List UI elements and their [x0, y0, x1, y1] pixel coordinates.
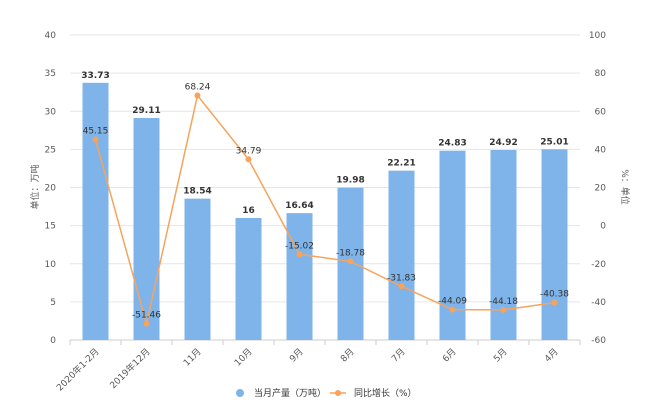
legend-item-line[interactable]: 同比增长（%） — [330, 387, 417, 399]
bar — [235, 218, 262, 340]
left-tick-label: 25 — [45, 145, 56, 155]
x-tick-label: 2020年1-2月 — [54, 346, 102, 394]
x-tick-label: 10月 — [232, 346, 254, 368]
bar — [541, 149, 568, 340]
legend-item-bar[interactable]: 当月产量（万吨） — [236, 387, 326, 399]
bar-value-label: 16.64 — [285, 201, 313, 211]
bar — [133, 118, 160, 340]
line-point — [347, 258, 354, 265]
bar-value-label: 19.98 — [336, 176, 364, 186]
right-tick-label: 80 — [595, 69, 607, 79]
bar-value-label: 24.92 — [489, 138, 517, 148]
right-tick-label: 20 — [595, 184, 607, 194]
x-tick-label: 7月 — [389, 346, 407, 364]
x-tick-label: 11月 — [181, 346, 203, 368]
line-point — [143, 320, 150, 327]
right-tick-label: 100 — [589, 31, 606, 41]
line-value-label: -31.83 — [387, 273, 416, 283]
left-tick-label: 35 — [45, 69, 56, 79]
x-tick-label: 9月 — [287, 346, 305, 364]
line-point — [194, 92, 201, 99]
data-labels: 33.73 29.11 18.54 16 16.64 19.98 22.21 24.83 24.… — [81, 71, 569, 321]
x-tick-label: 2019年12月 — [107, 346, 153, 392]
left-tick-label: 0 — [50, 336, 56, 346]
bar-value-label: 29.11 — [132, 106, 160, 116]
line-value-label: -40.38 — [540, 290, 569, 300]
right-axis-title: %：单位 — [619, 169, 631, 205]
legend-bar-swatch — [236, 389, 244, 397]
line-value-label: 68.24 — [185, 83, 211, 93]
line-point — [245, 156, 252, 163]
legend-bar-label: 当月产量（万吨） — [254, 387, 326, 399]
bar — [286, 213, 313, 340]
line-value-label: -44.18 — [489, 297, 518, 307]
line-point — [296, 251, 303, 258]
line-point — [92, 136, 99, 143]
growth-line — [94, 93, 555, 324]
bar-value-label: 25.01 — [540, 137, 568, 147]
bar — [388, 170, 415, 340]
right-tick-label: 60 — [595, 107, 607, 117]
x-tick-label: 6月 — [440, 346, 458, 364]
left-tick-label: 20 — [45, 184, 57, 194]
left-tick-label: 15 — [45, 222, 56, 232]
line-value-label: -15.02 — [285, 241, 314, 251]
left-tick-label: 40 — [45, 31, 57, 41]
line-point — [500, 306, 507, 313]
left-tick-label: 5 — [50, 298, 56, 308]
line-value-label: 34.79 — [236, 146, 262, 156]
x-tick-label: 4月 — [542, 346, 560, 364]
left-axis-title: 单位：万吨 — [29, 164, 41, 209]
right-tick-label: -40 — [591, 298, 606, 308]
line-value-label: -18.78 — [336, 248, 365, 258]
legend: 当月产量（万吨） 同比增长（%） — [236, 387, 417, 399]
bar-value-label: 18.54 — [183, 187, 211, 197]
legend-line-label: 同比增长（%） — [354, 387, 417, 399]
bar-value-label: 16 — [242, 206, 255, 216]
bar — [184, 198, 211, 340]
line-value-label: -44.09 — [438, 297, 467, 307]
right-tick-label: -60 — [591, 336, 606, 346]
left-tick-label: 30 — [45, 107, 57, 117]
x-tick-label: 5月 — [491, 346, 509, 364]
line-point — [551, 299, 558, 306]
line-value-label: -51.46 — [132, 311, 161, 321]
axes: 单位：万吨 %：单位 0 5 10 15 20 25 30 35 40 -60 -40 -20 0 20 4… — [29, 31, 631, 393]
line-value-label: 45.15 — [83, 127, 109, 137]
left-tick-label: 10 — [45, 260, 57, 270]
bar-value-label: 24.83 — [438, 139, 466, 149]
right-tick-label: 0 — [600, 222, 606, 232]
line-series — [92, 92, 558, 327]
bar — [82, 82, 109, 340]
bar-value-label: 33.73 — [81, 71, 109, 81]
bar-value-label: 22.21 — [387, 159, 415, 169]
line-point — [398, 283, 405, 290]
right-tick-label: 40 — [595, 145, 607, 155]
line-point — [449, 306, 456, 313]
x-tick-label: 8月 — [338, 346, 356, 364]
right-tick-label: -20 — [591, 260, 606, 270]
legend-line-marker — [335, 390, 341, 396]
